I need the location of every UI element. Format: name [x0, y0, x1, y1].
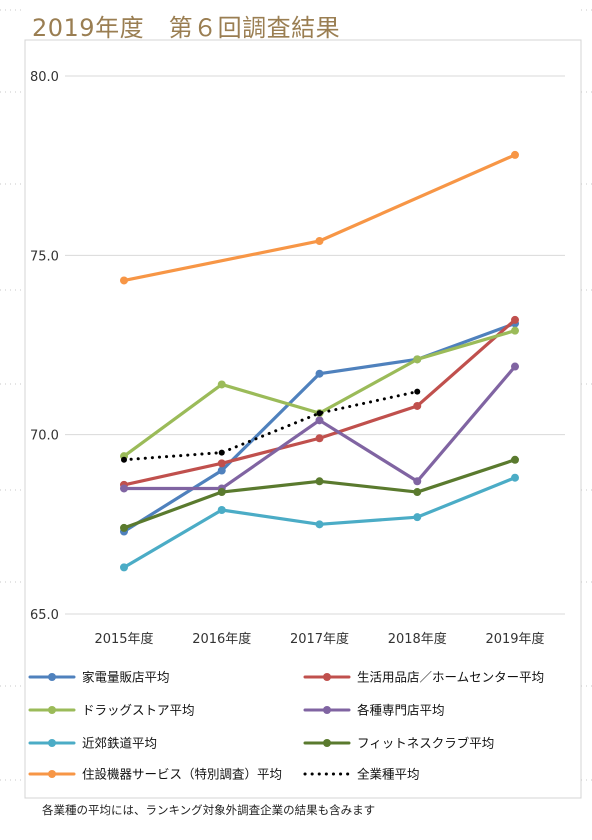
legend-item: ドラッグストア平均 — [28, 703, 195, 718]
series-point — [413, 488, 422, 497]
series-point — [511, 315, 519, 324]
legend-label: 住設機器サービス（特別調査）平均 — [82, 767, 282, 782]
series-point — [315, 477, 324, 486]
y-tick-label: 70.0 — [30, 429, 59, 444]
y-tick-label: 75.0 — [30, 249, 59, 264]
series-line — [122, 153, 517, 283]
y-axis-tick-labels: 65.0 70.0 75.0 80.0 — [30, 70, 59, 623]
series-point — [413, 355, 422, 364]
legend-label: フィットネスクラブ平均 — [357, 736, 494, 751]
legend-swatch-marker — [48, 673, 56, 681]
series-point — [217, 466, 226, 475]
series-group — [120, 319, 519, 536]
series-point — [511, 362, 519, 371]
legend-swatch-marker — [48, 706, 56, 714]
legend-item: 生活用品店／ホームセンター平均 — [303, 670, 544, 685]
series-group — [120, 315, 519, 489]
series-point — [511, 150, 519, 159]
x-tick-label: 2017年度 — [290, 631, 349, 647]
series-point — [511, 455, 519, 464]
series-line — [122, 364, 517, 491]
outer-dotted-gridlines — [0, 9, 592, 781]
series-point — [511, 326, 519, 335]
x-tick-label: 2019年度 — [485, 631, 544, 647]
legend-item: 家電量販店平均 — [28, 670, 170, 685]
gridlines — [65, 75, 565, 615]
legend-item: フィットネスクラブ平均 — [303, 736, 494, 751]
series-point — [217, 459, 226, 468]
series-point — [413, 513, 422, 522]
x-tick-label: 2015年度 — [94, 631, 153, 647]
series-point — [217, 505, 226, 514]
series-point — [315, 369, 324, 378]
legend-label: 近郊鉄道平均 — [82, 736, 157, 751]
legend-label: 生活用品店／ホームセンター平均 — [357, 670, 544, 685]
series-point — [316, 410, 323, 417]
legend-swatch-marker — [323, 739, 331, 747]
legend-label: ドラッグストア平均 — [82, 703, 195, 718]
series-point — [218, 449, 225, 456]
series-point — [120, 523, 128, 532]
legend-swatch-marker — [48, 770, 56, 778]
series-point — [315, 416, 324, 425]
series-point — [315, 520, 324, 529]
legend-swatch-marker — [323, 673, 331, 681]
legend-label: 家電量販店平均 — [82, 670, 170, 685]
series-point — [120, 484, 128, 493]
series-group — [120, 473, 519, 572]
x-tick-label: 2018年度 — [388, 631, 447, 647]
series-line — [122, 390, 419, 462]
legend-item: 住設機器サービス（特別調査）平均 — [28, 767, 282, 782]
footnote: 各業種の平均には、ランキング対象外調査企業の結果も含みます — [42, 803, 376, 817]
series-lines — [120, 150, 519, 572]
series-point — [511, 473, 519, 482]
series-point — [217, 488, 226, 497]
legend-label: 全業種平均 — [357, 767, 420, 782]
series-point — [121, 456, 127, 463]
series-point — [120, 276, 128, 285]
series-group — [120, 150, 519, 285]
series-point — [120, 563, 128, 572]
series-point — [413, 477, 422, 486]
series-point — [413, 401, 422, 410]
y-tick-label: 65.0 — [30, 608, 59, 623]
legend-item: 各種専門店平均 — [303, 703, 445, 718]
legend-item: 全業種平均 — [303, 767, 420, 782]
x-axis-tick-labels: 2015年度 2016年度 2017年度 2018年度 2019年度 — [94, 631, 544, 647]
legend-swatch-marker — [48, 739, 56, 747]
legend-item: 近郊鉄道平均 — [28, 736, 157, 751]
page-title: 2019年度 第６回調査結果 — [32, 14, 341, 42]
plot-frame — [24, 39, 582, 799]
series-point — [217, 380, 226, 389]
series-group — [120, 455, 519, 532]
y-tick-label: 80.0 — [30, 70, 59, 85]
x-tick-label: 2016年度 — [192, 631, 251, 647]
legend-label: 各種専門店平均 — [357, 703, 445, 718]
legend-swatch-marker — [323, 706, 331, 714]
series-group — [121, 388, 421, 463]
series-point — [315, 434, 324, 443]
series-point — [414, 388, 421, 395]
series-point — [315, 236, 324, 245]
